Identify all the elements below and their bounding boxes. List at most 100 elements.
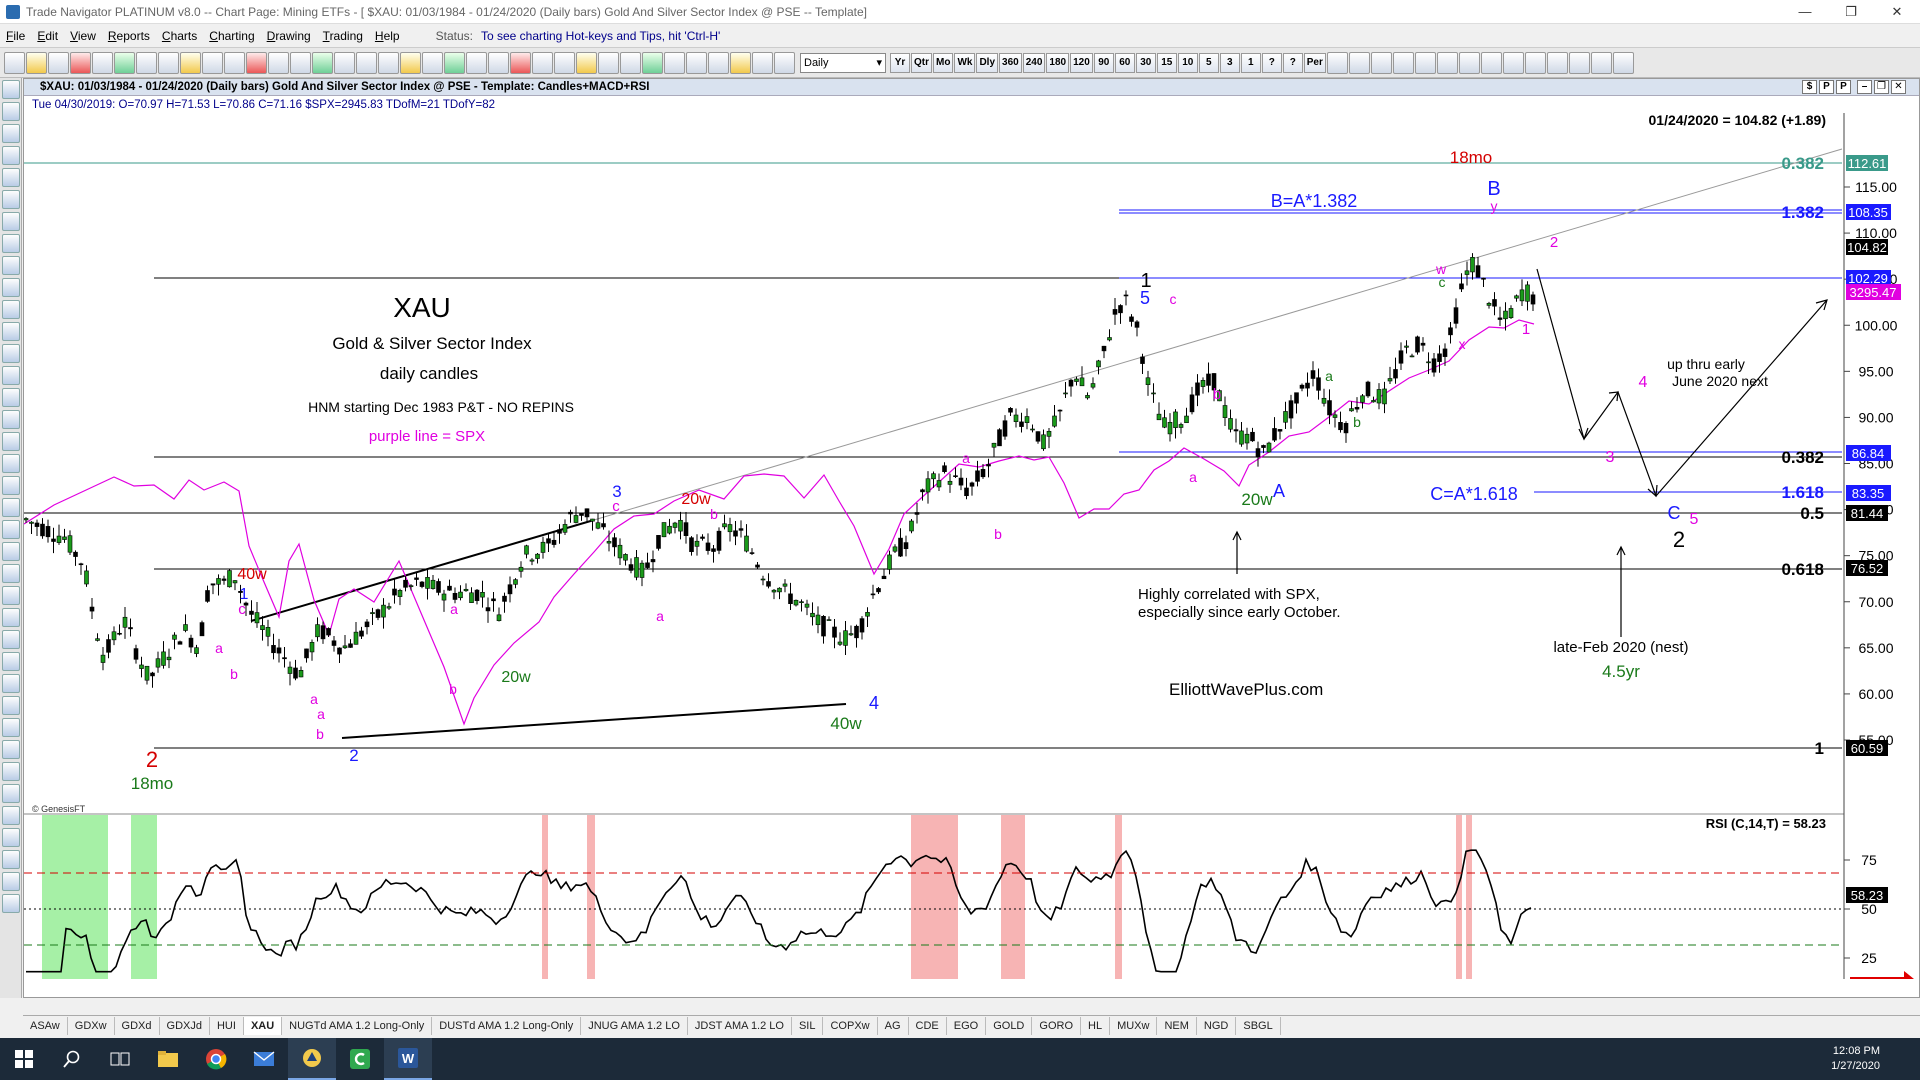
toolbar-button-18-icon[interactable] <box>378 51 399 74</box>
chart-tab[interactable]: EGO <box>947 1016 987 1035</box>
mail-icon[interactable] <box>240 1038 288 1080</box>
toolbar-button-12-icon[interactable] <box>246 51 267 74</box>
chart-tab[interactable]: HL <box>1081 1016 1111 1035</box>
toolbar-button-6-icon[interactable] <box>114 51 135 74</box>
draw-tool-12-icon[interactable] <box>1568 51 1590 74</box>
file-explorer-icon[interactable] <box>144 1038 192 1080</box>
menu-view[interactable]: View <box>70 28 96 43</box>
toolbar-button-17-icon[interactable] <box>356 51 377 74</box>
timeframe-button[interactable]: Wk <box>954 52 976 73</box>
system-clock[interactable]: 12:08 PM 1/27/2020 <box>1831 1044 1880 1074</box>
left-tool-25-icon[interactable] <box>2 608 20 627</box>
left-tool-28-icon[interactable] <box>2 674 20 693</box>
timeframe-button[interactable]: 60 <box>1114 52 1135 73</box>
draw-tool-11-icon[interactable] <box>1546 51 1568 74</box>
timeframe-button[interactable]: 15 <box>1156 52 1177 73</box>
toolbar-button-29-icon[interactable] <box>620 51 641 74</box>
left-tool-14-icon[interactable] <box>2 366 20 385</box>
chart-close-icon[interactable]: ✕ <box>1891 80 1906 94</box>
toolbar-button-25-icon[interactable] <box>532 51 553 74</box>
timeframe-button[interactable]: 5 <box>1198 52 1219 73</box>
toolbar-button-13-icon[interactable] <box>268 51 289 74</box>
minimize-icon[interactable]: — <box>1798 4 1812 19</box>
left-tool-1-icon[interactable] <box>2 80 20 99</box>
chart-tab[interactable]: MUXw <box>1110 1016 1158 1035</box>
draw-tool-3-icon[interactable] <box>1370 51 1392 74</box>
toolbar-button-16-icon[interactable] <box>334 51 355 74</box>
left-tool-29-icon[interactable] <box>2 696 20 715</box>
chart-tab[interactable]: AG <box>878 1016 909 1035</box>
toolbar-button-23-icon[interactable] <box>488 51 509 74</box>
timeframe-button[interactable]: 360 <box>999 52 1022 73</box>
left-tool-5-icon[interactable] <box>2 168 20 187</box>
toolbar-button-32-icon[interactable] <box>686 51 707 74</box>
left-tool-22-icon[interactable] <box>2 542 20 561</box>
draw-tool-8-icon[interactable] <box>1480 51 1502 74</box>
draw-tool-1-icon[interactable] <box>1326 51 1348 74</box>
draw-tool-7-icon[interactable] <box>1458 51 1480 74</box>
draw-tool-9-icon[interactable] <box>1502 51 1524 74</box>
left-tool-2-icon[interactable] <box>2 102 20 121</box>
chart-restore-icon[interactable]: ❐ <box>1874 80 1889 94</box>
draw-tool-13-icon[interactable] <box>1590 51 1612 74</box>
chart-tab[interactable]: COPXw <box>823 1016 878 1035</box>
menu-edit[interactable]: Edit <box>37 28 59 43</box>
toolbar-button-31-icon[interactable] <box>664 51 685 74</box>
period-select[interactable]: Daily <box>800 52 886 73</box>
left-tool-3-icon[interactable] <box>2 124 20 143</box>
chart-tab[interactable]: DUSTd AMA 1.2 Long-Only <box>432 1016 582 1035</box>
left-tool-37-icon[interactable] <box>2 872 20 891</box>
draw-tool-6-icon[interactable] <box>1436 51 1458 74</box>
left-tool-7-icon[interactable] <box>2 212 20 231</box>
toolbar-button-34-icon[interactable] <box>730 51 751 74</box>
draw-tool-4-icon[interactable] <box>1392 51 1414 74</box>
camtasia-icon[interactable] <box>336 1038 384 1080</box>
menu-charts[interactable]: Charts <box>161 28 198 43</box>
left-tool-18-icon[interactable] <box>2 454 20 473</box>
left-tool-35-icon[interactable] <box>2 828 20 847</box>
draw-tool-2-icon[interactable] <box>1348 51 1370 74</box>
left-tool-4-icon[interactable] <box>2 146 20 165</box>
chart-tab[interactable]: JDST AMA 1.2 LO <box>688 1016 792 1035</box>
left-tool-34-icon[interactable] <box>2 806 20 825</box>
timeframe-button[interactable]: Dly <box>976 52 999 73</box>
timeframe-button[interactable]: ? <box>1282 52 1303 73</box>
search-icon[interactable] <box>48 1038 96 1080</box>
chart-tab[interactable]: GORO <box>1032 1016 1082 1035</box>
chart-tab[interactable]: NUGTd AMA 1.2 Long-Only <box>282 1016 433 1035</box>
chart-tab[interactable]: HUI <box>210 1016 244 1035</box>
timeframe-button[interactable]: 10 <box>1177 52 1198 73</box>
toolbar-button-5-icon[interactable] <box>92 51 113 74</box>
menu-charting[interactable]: Charting <box>209 28 255 43</box>
timeframe-button[interactable]: Yr <box>890 52 910 73</box>
timeframe-button[interactable]: 120 <box>1070 52 1093 73</box>
left-tool-26-icon[interactable] <box>2 630 20 649</box>
chart-tab[interactable]: SBGL <box>1236 1016 1281 1035</box>
toolbar-button-36-icon[interactable] <box>774 51 795 74</box>
left-tool-12-icon[interactable] <box>2 322 20 341</box>
toolbar-button-26-icon[interactable] <box>554 51 575 74</box>
left-tool-19-icon[interactable] <box>2 476 20 495</box>
restore-icon[interactable]: ❐ <box>1845 4 1857 19</box>
left-tool-33-icon[interactable] <box>2 784 20 803</box>
windows-start-icon[interactable] <box>0 1038 48 1080</box>
left-tool-31-icon[interactable] <box>2 740 20 759</box>
timeframe-button[interactable]: 90 <box>1093 52 1114 73</box>
left-tool-6-icon[interactable] <box>2 190 20 209</box>
chart-minimize-icon[interactable]: – <box>1857 80 1872 94</box>
menu-reports[interactable]: Reports <box>107 28 150 43</box>
menu-drawing[interactable]: Drawing <box>266 28 311 43</box>
toolbar-button-22-icon[interactable] <box>466 51 487 74</box>
chart-tab[interactable]: GDXd <box>115 1016 160 1035</box>
toolbar-button-27-icon[interactable] <box>576 51 597 74</box>
menu-help[interactable]: Help <box>374 28 400 43</box>
toolbar-button-14-icon[interactable] <box>290 51 311 74</box>
chart-symbol-button[interactable]: $ <box>1802 80 1817 94</box>
draw-tool-14-icon[interactable] <box>1612 51 1634 74</box>
timeframe-button[interactable]: 180 <box>1046 52 1070 73</box>
trade-navigator-taskbar-icon[interactable] <box>288 1038 336 1080</box>
left-tool-27-icon[interactable] <box>2 652 20 671</box>
task-view-icon[interactable] <box>96 1038 144 1080</box>
left-tool-36-icon[interactable] <box>2 850 20 869</box>
scroll-right-arrow-icon[interactable] <box>1850 971 1919 979</box>
